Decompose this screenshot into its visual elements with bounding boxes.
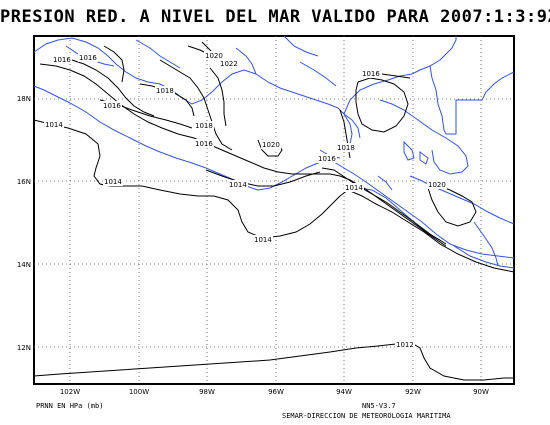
isobar-label: 1014 <box>345 184 363 192</box>
lon-label: 102W <box>60 388 80 396</box>
lat-lon-grid <box>34 36 514 384</box>
isobar-label: 1014 <box>104 178 122 186</box>
isobar-label: 1022 <box>220 60 238 68</box>
isobar-label: 1018 <box>195 122 213 130</box>
lon-label: 90W <box>473 388 489 396</box>
isobar-label: 1020 <box>262 141 280 149</box>
isobar-label: 1016 <box>79 54 97 62</box>
lat-axis-labels: 18N 16N 14N 12N <box>17 95 31 352</box>
isobar-label: 1020 <box>205 52 223 60</box>
isobar-label: 1014 <box>45 121 63 129</box>
isobar-label: 1018 <box>337 144 355 152</box>
organization-caption: SEMAR-DIRECCION DE METEOROLOGIA MARITIMA <box>282 412 451 420</box>
isobar-label: 1016 <box>53 56 71 64</box>
lon-label: 100W <box>129 388 149 396</box>
isobar-label: 1016 <box>103 102 121 110</box>
lon-label: 94W <box>336 388 352 396</box>
isobar-label: 1016 <box>195 140 213 148</box>
isobar-label: 1012 <box>396 341 414 349</box>
map-title: PRESION RED. A NIVEL DEL MAR VALIDO PARA… <box>0 7 550 27</box>
isobar-labels: 1016 1016 1020 1022 1016 1018 1016 1014 … <box>44 51 447 349</box>
lat-label: 14N <box>17 261 31 269</box>
coastline <box>33 35 515 269</box>
units-caption: PRNN EN HPa (mb) <box>36 402 104 410</box>
isobar-label: 1020 <box>428 181 446 189</box>
lon-axis-labels: 102W 100W 98W 96W 94W 92W 90W <box>60 388 489 396</box>
lon-label: 92W <box>405 388 421 396</box>
version-caption: NN5-V3.7 <box>362 402 396 410</box>
lat-label: 18N <box>17 95 31 103</box>
isobar-label: 1018 <box>156 87 174 95</box>
lon-label: 98W <box>199 388 215 396</box>
lat-label: 12N <box>17 344 31 352</box>
map-frame <box>33 35 515 385</box>
isobars <box>33 41 515 381</box>
isobar-label: 1014 <box>229 181 247 189</box>
isobar-label: 1016 <box>362 70 380 78</box>
lon-label: 96W <box>268 388 284 396</box>
lat-label: 16N <box>17 178 31 186</box>
isobar-label: 1016 <box>318 155 336 163</box>
isobar-label: 1014 <box>254 236 272 244</box>
